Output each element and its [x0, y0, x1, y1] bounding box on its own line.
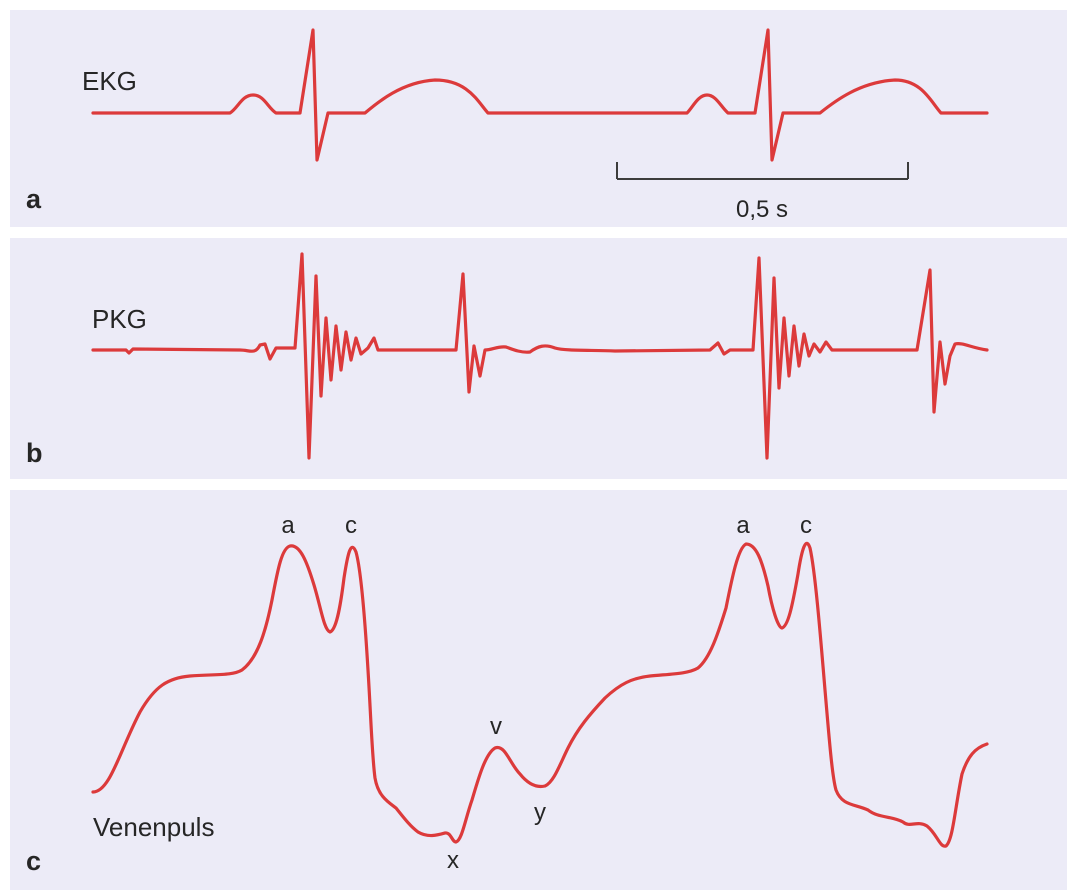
time-scale-label: 0,5 s — [736, 196, 788, 223]
trace-name-pkg: PKG — [92, 304, 147, 334]
wave-label-a2: a — [736, 512, 750, 539]
wave-label-c1: c — [345, 512, 357, 539]
panel-c-venenpuls: a c a c v x y Venenpuls c — [10, 490, 1067, 890]
panel-b-pkg: PKG b — [10, 238, 1067, 479]
wave-label-c2: c — [800, 512, 812, 539]
panel-letter-c: c — [26, 846, 41, 876]
pkg-trace — [91, 252, 989, 460]
wave-label-y: y — [534, 799, 546, 826]
pkg-figure: PKG b — [26, 252, 989, 468]
ekg-figure: EKG 0,5 s a — [26, 28, 989, 223]
wave-label-a1: a — [281, 512, 295, 539]
venenpuls-figure: a c a c v x y Venenpuls c — [26, 512, 989, 876]
trace-name-venenpuls: Venenpuls — [93, 812, 214, 842]
ekg-trace — [91, 28, 989, 162]
venenpuls-trace — [91, 541, 989, 848]
wave-label-v: v — [490, 713, 502, 740]
time-scale-bar — [616, 162, 909, 180]
panel-letter-b: b — [26, 438, 43, 468]
panel-letter-a: a — [26, 184, 42, 214]
panel-a-ekg: EKG 0,5 s a — [10, 10, 1067, 227]
trace-name-ekg: EKG — [82, 66, 137, 96]
wave-label-x: x — [447, 847, 459, 874]
